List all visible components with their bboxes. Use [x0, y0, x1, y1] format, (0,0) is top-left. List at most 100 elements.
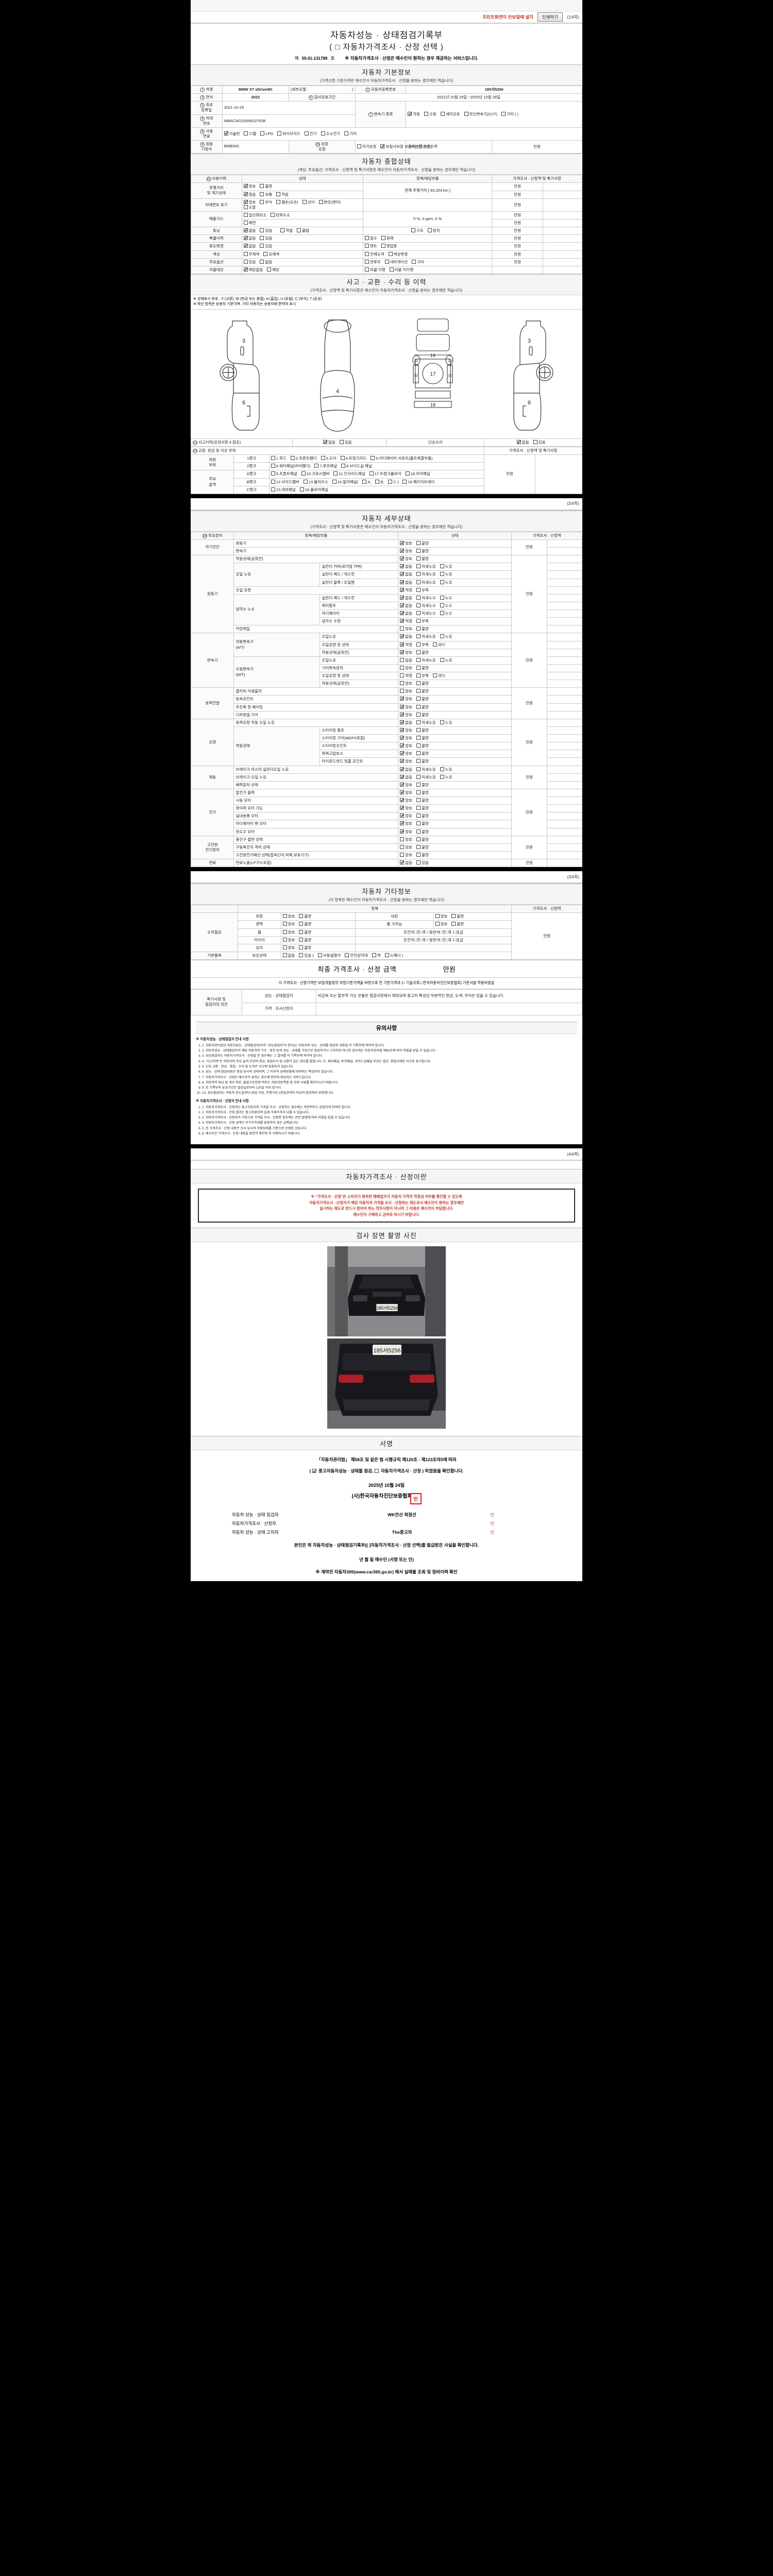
- detail-state-option[interactable]: 불량: [416, 727, 429, 733]
- checkbox-unchecked[interactable]: [416, 673, 421, 678]
- detail-state-option[interactable]: 미세누유: [416, 580, 436, 585]
- checkbox-unchecked[interactable]: [416, 782, 421, 787]
- checkbox-unchecked[interactable]: [321, 456, 325, 461]
- detail-state-option[interactable]: 없음: [400, 579, 412, 585]
- part-option[interactable]: 8.사이드실 패널: [341, 464, 372, 469]
- detail-state-option[interactable]: 불량: [416, 549, 429, 554]
- detail-state-option[interactable]: 양호: [400, 789, 412, 795]
- checkbox-unchecked[interactable]: [318, 199, 323, 204]
- overall-opt-option[interactable]: 없음: [260, 259, 272, 265]
- fuel-option[interactable]: 디젤: [244, 131, 256, 137]
- checkbox-unchecked[interactable]: [260, 259, 264, 264]
- overall-opt2-option[interactable]: 영업용: [381, 244, 397, 249]
- checkbox-unchecked[interactable]: [271, 487, 275, 492]
- detail-state-option[interactable]: 양호: [400, 852, 412, 858]
- checkbox-unchecked[interactable]: [263, 251, 268, 256]
- detail-price[interactable]: [546, 773, 583, 782]
- checkbox-unchecked[interactable]: [416, 634, 421, 639]
- checkbox-unchecked[interactable]: [416, 837, 421, 841]
- transmission-option[interactable]: 수동: [424, 111, 436, 117]
- overall-opt2-option[interactable]: 침수: [364, 236, 377, 241]
- other-opt-option[interactable]: 양호: [282, 945, 295, 951]
- checkbox-unchecked[interactable]: [282, 929, 287, 934]
- detail-state-option[interactable]: 과다: [432, 673, 445, 679]
- checkbox-checked[interactable]: [380, 143, 385, 149]
- other-opt-option[interactable]: 양호: [282, 929, 295, 935]
- checkbox-unchecked[interactable]: [372, 953, 376, 957]
- overall-opt2-option[interactable]: 썬루프: [364, 259, 381, 265]
- checkbox-unchecked[interactable]: [411, 228, 415, 233]
- checkbox-unchecked[interactable]: [432, 642, 437, 647]
- detail-state-option[interactable]: 불량: [416, 759, 429, 764]
- checkbox-unchecked[interactable]: [416, 619, 421, 623]
- checkbox-checked[interactable]: [400, 828, 405, 835]
- other-opt-option[interactable]: 양호: [282, 937, 295, 943]
- detail-state-option[interactable]: 미세누유: [416, 572, 436, 577]
- detail-price[interactable]: [546, 820, 583, 828]
- detail-state-option[interactable]: 미세누수: [416, 595, 436, 601]
- detail-state-option[interactable]: 양호: [400, 837, 412, 842]
- checkbox-unchecked[interactable]: [314, 464, 319, 468]
- detail-state-option[interactable]: 누유: [440, 720, 452, 725]
- checkbox-checked[interactable]: [400, 579, 405, 585]
- overall-opt2-option[interactable]: 렌트: [364, 244, 377, 249]
- part-option[interactable]: 19.패키지트레이: [402, 479, 434, 485]
- detail-state-option[interactable]: 양호: [400, 812, 412, 819]
- overall-state-option[interactable]: 매연: [243, 221, 256, 226]
- checkbox-unchecked[interactable]: [416, 549, 421, 553]
- checkbox-checked[interactable]: [243, 266, 248, 273]
- checkbox-unchecked[interactable]: [297, 228, 301, 233]
- detail-state-option[interactable]: 미세누유: [416, 564, 436, 569]
- detail-state-option[interactable]: 불량: [416, 540, 429, 546]
- other-opt-option[interactable]: 양호: [282, 922, 295, 927]
- detail-state-option[interactable]: 적정: [400, 618, 412, 624]
- basic-item-option[interactable]: 안전삼각대: [345, 953, 368, 958]
- overall-opt-option[interactable]: 해당: [267, 267, 279, 273]
- detail-state-option[interactable]: 과다: [432, 642, 445, 648]
- law-checkbox-inspect[interactable]: [312, 1468, 316, 1476]
- checkbox-checked[interactable]: [400, 742, 405, 749]
- part-option[interactable]: A,: [362, 479, 371, 485]
- checkbox-unchecked[interactable]: [317, 953, 322, 957]
- other-opt-option[interactable]: 불량: [299, 929, 311, 935]
- detail-state-option[interactable]: 없음: [400, 571, 412, 578]
- accident-history-option[interactable]: 있음: [339, 439, 352, 445]
- detail-state-option[interactable]: 없음: [400, 610, 412, 616]
- checkbox-unchecked[interactable]: [501, 111, 506, 116]
- checkbox-unchecked[interactable]: [440, 564, 444, 569]
- checkbox-checked[interactable]: [323, 439, 328, 445]
- detail-state-option[interactable]: 누유: [440, 767, 452, 772]
- detail-price[interactable]: [546, 726, 583, 735]
- overall-price-cell[interactable]: [543, 211, 582, 220]
- checkbox-unchecked[interactable]: [427, 228, 432, 233]
- checkbox-checked[interactable]: [243, 235, 248, 241]
- checkbox-unchecked[interactable]: [402, 479, 407, 484]
- checkbox-unchecked[interactable]: [416, 727, 421, 732]
- checkbox-unchecked[interactable]: [260, 244, 264, 248]
- checkbox-unchecked[interactable]: [304, 131, 309, 135]
- checkbox-checked[interactable]: [400, 812, 405, 819]
- detail-state-option[interactable]: 부족: [416, 673, 429, 679]
- detail-state-option[interactable]: 누유: [440, 572, 452, 577]
- detail-state-option[interactable]: 양호: [400, 820, 412, 827]
- detail-state-option[interactable]: 불량: [416, 806, 429, 811]
- overall-simple-price[interactable]: [543, 265, 582, 274]
- tuning-a-option[interactable]: 없음: [243, 227, 256, 233]
- checkbox-unchecked[interactable]: [416, 697, 421, 701]
- detail-state-option[interactable]: 적정: [400, 641, 412, 648]
- detail-state-option[interactable]: 미세누유: [416, 720, 436, 725]
- checkbox-unchecked[interactable]: [388, 251, 393, 256]
- tuning-price[interactable]: [543, 227, 582, 235]
- overall-state-option[interactable]: 양호: [243, 183, 256, 190]
- checkbox-unchecked[interactable]: [301, 471, 306, 476]
- checkbox-unchecked[interactable]: [412, 259, 416, 264]
- checkbox-checked[interactable]: [224, 130, 228, 137]
- detail-state-option[interactable]: 불량: [416, 743, 429, 749]
- detail-price[interactable]: [546, 843, 583, 852]
- fuel-option[interactable]: 수소전기: [321, 131, 340, 137]
- checkbox-unchecked[interactable]: [416, 657, 421, 662]
- basic-item-option[interactable]: 사용설명서: [317, 953, 341, 958]
- accident-history-option[interactable]: 없음: [323, 439, 335, 445]
- detail-state-option[interactable]: 미세누수: [416, 603, 436, 608]
- detail-state-option[interactable]: 불량: [416, 626, 429, 632]
